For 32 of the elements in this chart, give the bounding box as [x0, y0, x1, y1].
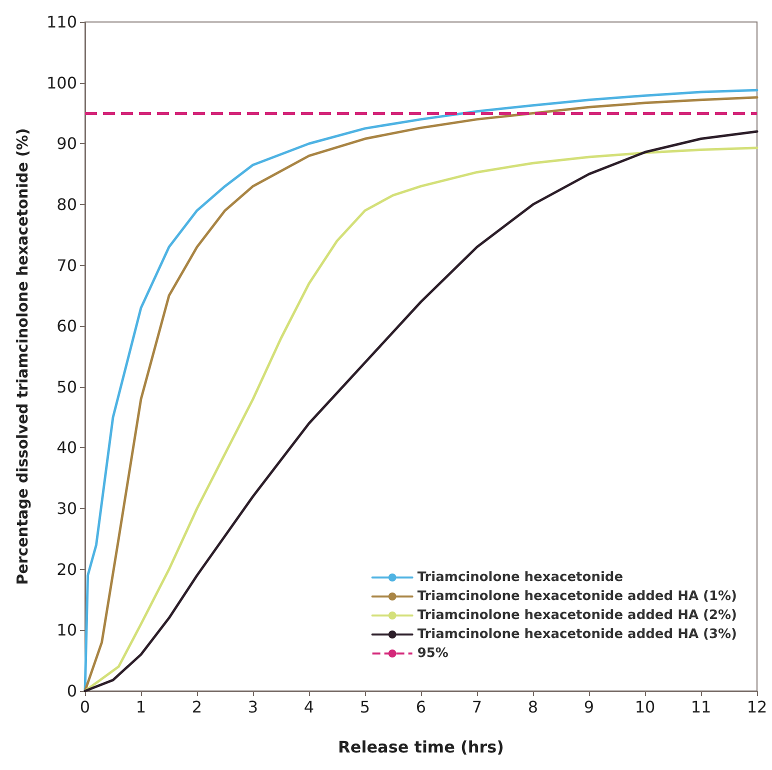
x-tick-label: 7 [472, 698, 482, 716]
x-tick-label: 9 [584, 698, 594, 716]
x-tick-label: 1 [136, 698, 146, 716]
x-tick-label: 12 [746, 698, 768, 716]
y-tick-label: 60 [56, 316, 77, 336]
y-tick-label: 80 [56, 194, 77, 214]
x-tick-label: 5 [360, 698, 370, 716]
x-tick-label: 0 [80, 698, 90, 716]
x-tick-label: 3 [248, 698, 258, 716]
y-tick-label: 20 [56, 560, 77, 579]
y-tick-label: 10 [56, 620, 77, 640]
x-tick-label: 8 [528, 698, 538, 716]
y-tick-label: 90 [56, 134, 77, 154]
y-axis-title: Percentage dissolved triamcinolone hexacetonide (%) [14, 128, 32, 585]
y-tick-label: 0 [66, 682, 77, 700]
legend-label: Triamcinolone hexacetonide [417, 570, 624, 585]
x-tick-label: 10 [634, 698, 656, 716]
x-tick-label: 2 [192, 698, 202, 716]
y-tick-label: 100 [46, 73, 77, 92]
legend-label: Triamcinolone hexacetonide added HA (1%) [417, 589, 738, 604]
y-tick-label: 50 [56, 377, 77, 396]
x-tick-label: 4 [304, 698, 314, 716]
legend-label: 95% [417, 646, 448, 661]
y-tick-label: 30 [56, 499, 77, 518]
legend-label: Triamcinolone hexacetonide added HA (2%) [417, 608, 738, 623]
y-tick-label: 70 [56, 256, 77, 275]
x-tick-label: 6 [416, 698, 426, 716]
x-tick-label: 11 [690, 698, 712, 716]
y-tick-label: 110 [46, 12, 77, 32]
legend-label: Triamcinolone hexacetonide added HA (3%) [417, 627, 738, 642]
y-tick-label: 40 [56, 438, 77, 458]
x-axis-title: Release time (hrs) [338, 738, 504, 756]
